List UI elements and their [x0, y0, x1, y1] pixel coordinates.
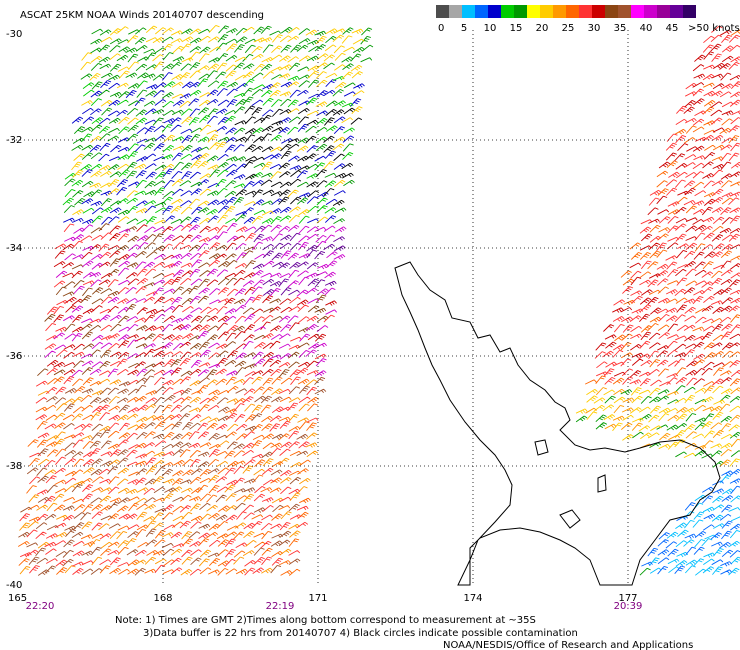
wind-barbs [17, 24, 740, 576]
colorbar-swatch [592, 5, 605, 18]
colorbar-swatch [514, 5, 527, 18]
colorbar-label: 45 [666, 23, 679, 34]
colorbar-swatch [631, 5, 644, 18]
lat-label: -40 [6, 580, 22, 591]
colorbar-label: >50 knots [688, 23, 740, 34]
lon-label: 177 [618, 593, 637, 604]
wind-barb-group [44, 222, 347, 378]
colorbar-swatch [566, 5, 579, 18]
islands [534, 439, 607, 529]
colorbar-swatch [462, 5, 475, 18]
lon-label: 171 [308, 593, 327, 604]
wind-barb-group [252, 225, 346, 296]
colorbar-swatch [553, 5, 566, 18]
credit: NOAA/NESDIS/Office of Research and Appli… [443, 640, 693, 650]
lat-label: -30 [6, 29, 22, 40]
wind-barb-group [18, 375, 327, 576]
colorbar-label: 40 [640, 23, 653, 34]
wind-barb-group [19, 25, 740, 576]
wind-barb-group [19, 376, 740, 576]
wind-barb-group [62, 75, 355, 225]
time-label: 20:39 [614, 601, 643, 612]
colorbar-label: 0 [438, 23, 444, 34]
colorbar-label: 15 [510, 23, 523, 34]
note: Note: 1) Times are GMT 2)Times along bot… [115, 615, 536, 626]
lat-label: -38 [6, 461, 22, 472]
colorbar-swatch [579, 5, 592, 18]
colorbar-label: 20 [536, 23, 549, 34]
colorbar-swatch [475, 5, 488, 18]
colorbar-swatch [488, 5, 501, 18]
colorbar-swatch [644, 5, 657, 18]
colorbar-swatch [605, 5, 618, 18]
colorbar-label: 10 [484, 23, 497, 34]
coastline [394, 261, 721, 586]
colorbar-label: 35 [614, 23, 627, 34]
colorbar: 0 5 10 15 20 25 30 35 40 45 >50 knots [436, 5, 740, 34]
colorbar-swatch [670, 5, 683, 18]
wind-barb-group [37, 223, 329, 378]
lat-label: -36 [6, 351, 22, 362]
colorbar-swatch [527, 5, 540, 18]
time-label: 22:19 [266, 601, 295, 612]
grid [8, 30, 740, 585]
colorbar-swatch [501, 5, 514, 18]
wind-barb-group [63, 72, 365, 225]
colorbar-label: 25 [562, 23, 575, 34]
colorbar-swatch [683, 5, 696, 18]
lon-label: 168 [153, 593, 172, 604]
title: ASCAT 25KM NOAA Winds 20140707 descendin… [20, 10, 264, 21]
colorbar-label: 30 [588, 23, 601, 34]
wind-barb-group [71, 24, 740, 467]
colorbar-label: 5 [461, 23, 467, 34]
colorbar-swatch [657, 5, 670, 18]
colorbar-swatch [540, 5, 553, 18]
lat-label: -34 [6, 243, 22, 254]
axis-labels: -30 -32 -34 -36 -38 -40 165 168 171 174 177 22:20 22… [6, 29, 642, 612]
wind-barb-group [234, 105, 363, 206]
colorbar-swatch [436, 5, 449, 18]
lat-label: -32 [6, 135, 22, 146]
lon-label: 174 [463, 593, 482, 604]
time-label: 22:20 [26, 601, 55, 612]
colorbar-swatch [449, 5, 462, 18]
wind-barb-group [63, 25, 740, 576]
lon-label: 165 [8, 593, 27, 604]
note: 3)Data buffer is 22 hrs from 20140707 4)… [143, 628, 578, 639]
wind-barb-group [641, 468, 740, 575]
colorbar-swatch [618, 5, 631, 18]
